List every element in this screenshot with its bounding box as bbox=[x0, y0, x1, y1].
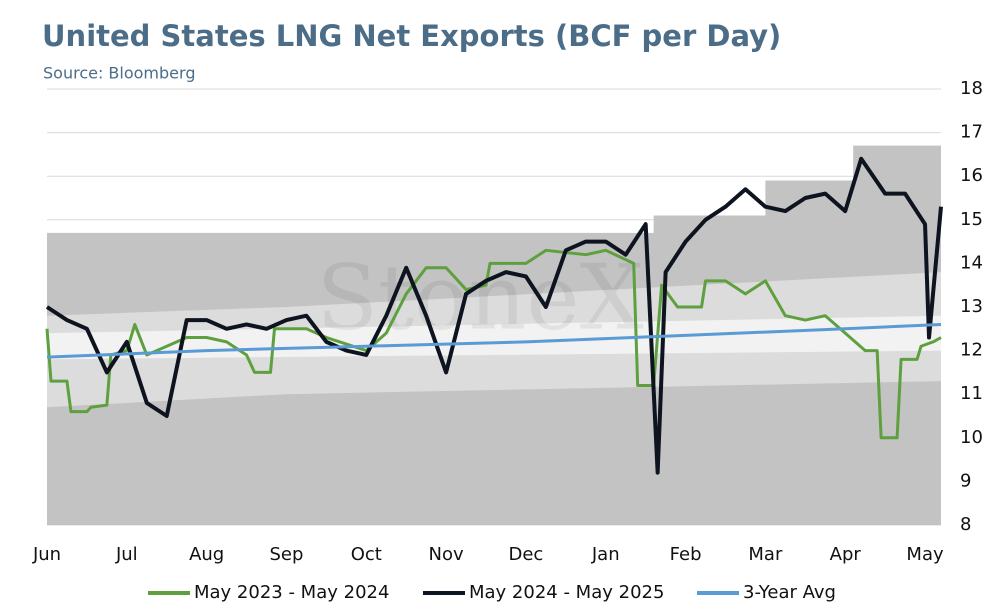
y-tick-label: 11 bbox=[960, 383, 983, 404]
x-tick-label: Nov bbox=[429, 544, 464, 565]
series-line bbox=[45, 248, 942, 440]
x-tick-label: Feb bbox=[670, 544, 702, 565]
y-tick-label: 12 bbox=[960, 340, 983, 361]
x-tick-label: May bbox=[906, 544, 944, 565]
x-tick-label: Jan bbox=[591, 544, 620, 565]
x-tick-label: Oct bbox=[351, 544, 382, 565]
legend-label: May 2023 - May 2024 bbox=[194, 582, 389, 603]
x-tick-label: Aug bbox=[189, 544, 224, 565]
y-tick-label: 9 bbox=[960, 470, 971, 491]
x-tick-label: Mar bbox=[748, 544, 783, 565]
y-tick-label: 13 bbox=[960, 296, 983, 317]
chart-subtitle: Source: Bloomberg bbox=[43, 64, 195, 83]
series-line bbox=[45, 156, 943, 475]
watermark: StoneX bbox=[316, 245, 643, 350]
series-line bbox=[46, 322, 942, 359]
x-tick-label: Apr bbox=[830, 544, 862, 565]
y-tick-label: 15 bbox=[960, 209, 983, 230]
x-tick-label: Jun bbox=[32, 544, 61, 565]
x-tick-label: Sep bbox=[269, 544, 303, 565]
chart-title: United States LNG Net Exports (BCF per D… bbox=[42, 19, 781, 53]
x-tick-label: Jul bbox=[115, 544, 138, 565]
y-tick-label: 16 bbox=[960, 165, 983, 186]
legend-label: 3-Year Avg bbox=[743, 582, 836, 603]
legend-label: May 2024 - May 2025 bbox=[469, 582, 664, 603]
y-tick-label: 8 bbox=[960, 514, 971, 535]
y-tick-label: 17 bbox=[960, 122, 983, 143]
x-tick-label: Dec bbox=[509, 544, 544, 565]
y-tick-label: 10 bbox=[960, 427, 983, 448]
y-tick-label: 14 bbox=[960, 252, 983, 273]
y-tick-label: 18 bbox=[960, 78, 983, 99]
